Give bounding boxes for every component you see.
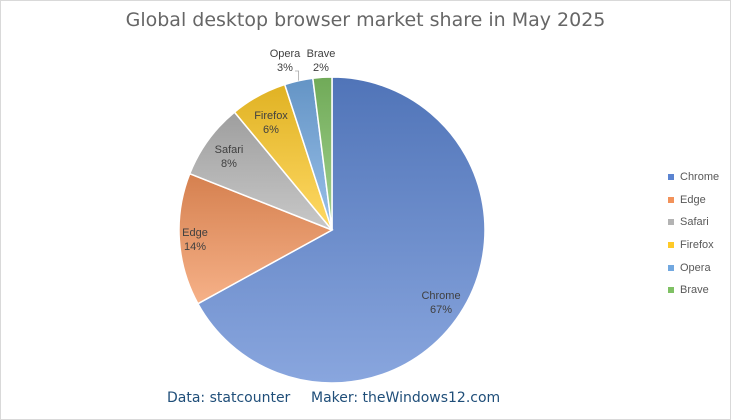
legend-item-brave: Brave [668,279,719,302]
legend: Chrome Edge Safari Firefox Opera Brave [668,166,719,302]
maker-credit-text: Maker: theWindows12.com [311,390,501,406]
legend-item-safari: Safari [668,211,719,234]
slice-value-firefox: 6% [263,124,279,136]
legend-label-chrome: Chrome [680,171,720,184]
legend-swatch-safari [668,219,674,226]
legend-item-edge: Edge [668,189,719,212]
slice-value-edge: 14% [184,241,206,253]
slice-value-opera: 3% [277,62,293,74]
legend-swatch-opera [668,264,674,271]
legend-label-firefox: Firefox [680,239,714,252]
slice-label-opera: Opera [270,48,301,60]
legend-item-firefox: Firefox [668,234,719,257]
legend-swatch-brave [668,287,674,294]
pie-slice-edge [178,172,334,305]
slice-label-edge: Edge [182,227,208,239]
slice-value-brave: 2% [313,62,329,74]
legend-item-opera: Opera [668,256,719,279]
slice-value-chrome: 67% [430,304,452,316]
data-source-text: Data: statcounter [167,390,291,406]
legend-item-chrome: Chrome [668,166,719,189]
legend-swatch-firefox [668,242,674,249]
slice-value-safari: 8% [221,158,237,170]
slice-label-brave: Brave [307,48,336,60]
legend-label-opera: Opera [680,261,711,274]
legend-swatch-chrome [668,174,674,181]
legend-label-edge: Edge [680,193,706,206]
slice-label-safari: Safari [215,144,244,156]
slice-label-chrome: Chrome [421,290,460,302]
legend-label-safari: Safari [680,216,709,229]
pie-slice-chrome [196,76,486,384]
slice-label-firefox: Firefox [254,110,288,122]
chart-title: Global desktop browser market share in M… [125,9,606,31]
pie-slice-brave [311,76,333,231]
legend-label-brave: Brave [680,284,709,297]
legend-swatch-edge [668,196,674,203]
leader-line-opera [295,70,300,81]
